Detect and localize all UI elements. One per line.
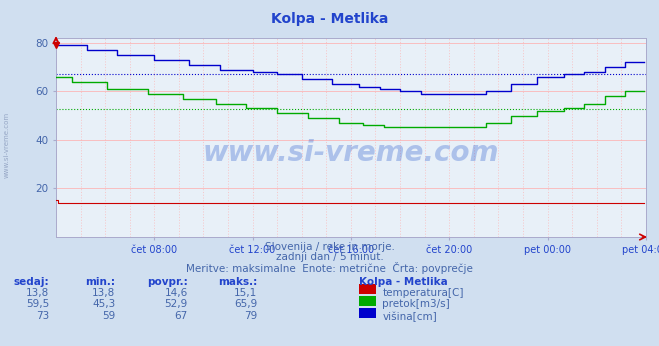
- Text: 45,3: 45,3: [92, 299, 115, 309]
- Text: 15,1: 15,1: [234, 288, 257, 298]
- Text: 79: 79: [244, 311, 257, 321]
- Text: 13,8: 13,8: [92, 288, 115, 298]
- Text: Slovenija / reke in morje.: Slovenija / reke in morje.: [264, 242, 395, 252]
- Text: zadnji dan / 5 minut.: zadnji dan / 5 minut.: [275, 252, 384, 262]
- Text: 59: 59: [102, 311, 115, 321]
- Text: Meritve: maksimalne  Enote: metrične  Črta: povprečje: Meritve: maksimalne Enote: metrične Črta…: [186, 262, 473, 274]
- Text: temperatura[C]: temperatura[C]: [382, 288, 464, 298]
- Text: 14,6: 14,6: [165, 288, 188, 298]
- Text: 73: 73: [36, 311, 49, 321]
- Text: maks.:: maks.:: [217, 277, 257, 287]
- Text: višina[cm]: višina[cm]: [382, 311, 437, 322]
- Text: povpr.:: povpr.:: [147, 277, 188, 287]
- Text: Kolpa - Metlika: Kolpa - Metlika: [359, 277, 448, 287]
- Text: 67: 67: [175, 311, 188, 321]
- Text: 65,9: 65,9: [234, 299, 257, 309]
- Text: www.si-vreme.com: www.si-vreme.com: [3, 112, 10, 179]
- Text: pretok[m3/s]: pretok[m3/s]: [382, 299, 450, 309]
- Text: 59,5: 59,5: [26, 299, 49, 309]
- Text: 52,9: 52,9: [165, 299, 188, 309]
- Text: www.si-vreme.com: www.si-vreme.com: [203, 139, 499, 167]
- Text: 13,8: 13,8: [26, 288, 49, 298]
- Text: min.:: min.:: [85, 277, 115, 287]
- Text: Kolpa - Metlika: Kolpa - Metlika: [271, 12, 388, 26]
- Text: sedaj:: sedaj:: [14, 277, 49, 287]
